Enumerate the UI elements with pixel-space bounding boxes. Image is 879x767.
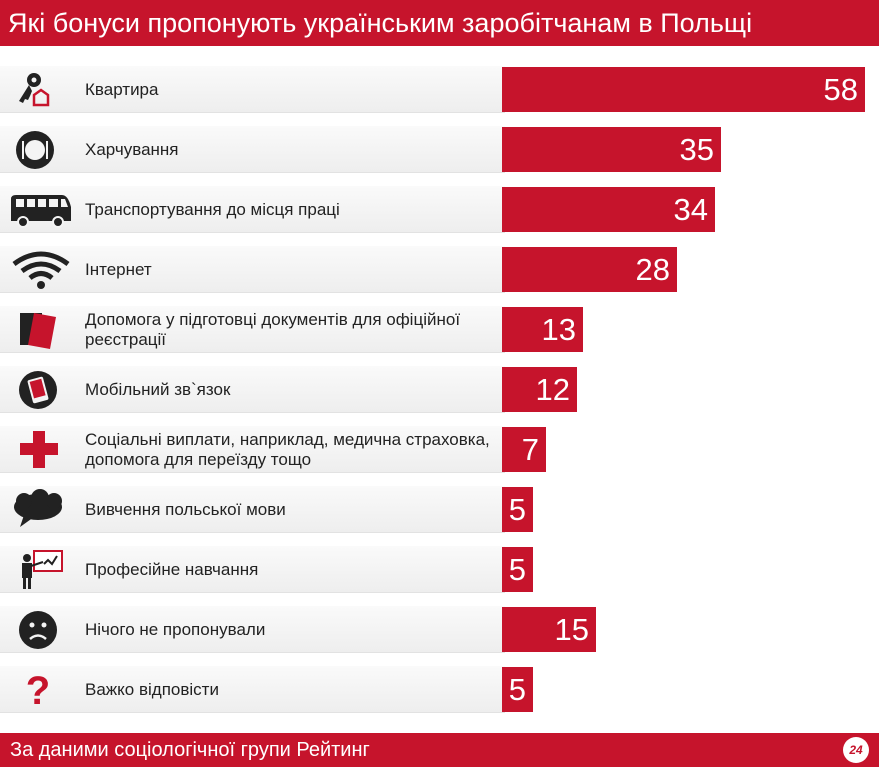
category-label: Професійне навчання — [85, 559, 259, 579]
value-label: 5 — [508, 492, 526, 527]
bar — [502, 247, 677, 292]
bar-row: Інтернет 28 — [0, 246, 879, 293]
bar-chart: Квартира 58 Харчування 35 Транспортування … — [0, 66, 879, 722]
wifi-icon — [10, 249, 72, 290]
bar — [502, 307, 583, 352]
bar — [502, 127, 721, 172]
row-background — [0, 186, 505, 233]
bar — [502, 487, 533, 532]
category-label: Харчування — [85, 139, 179, 159]
source-text: За даними соціологічної групи Рейтинг — [10, 739, 370, 761]
channel-logo: 24 — [843, 737, 869, 763]
bar-row: Соціальні виплати, наприклад, медична ст… — [0, 426, 879, 473]
bar — [502, 547, 533, 592]
row-background — [0, 486, 505, 533]
value-label: 12 — [535, 372, 570, 407]
red-cross-icon — [10, 429, 72, 470]
category-label: Нічого не пропонували — [85, 619, 266, 639]
bar-row: Професійне навчання 5 — [0, 546, 879, 593]
row-background — [0, 606, 505, 653]
row-background — [0, 666, 505, 713]
teacher-board-icon — [10, 549, 72, 590]
category-label: Важко відповісти — [85, 679, 219, 699]
source-footer: За даними соціологічної групи Рейтинг 24 — [0, 733, 879, 767]
value-label: 58 — [823, 72, 858, 107]
bar — [502, 187, 715, 232]
bar-row: ? Важко відповісти 5 — [0, 666, 879, 713]
value-label: 7 — [521, 432, 539, 467]
category-label: Соціальні виплати, наприклад, медична ст… — [85, 429, 490, 469]
bar-row: Допомога у підготовці документів для офі… — [0, 306, 879, 353]
minibus-icon — [10, 189, 72, 230]
category-label: Мобільний зв`язок — [85, 379, 231, 399]
key-house-icon — [10, 69, 72, 110]
value-label: 5 — [508, 552, 526, 587]
question-mark-icon: ? — [10, 669, 72, 713]
chart-title: Які бонуси пропонують українським заробі… — [0, 0, 879, 46]
value-label: 13 — [541, 312, 576, 347]
bar-row: Вивчення польської мови 5 — [0, 486, 879, 533]
bar-row: Харчування 35 — [0, 126, 879, 173]
value-label: 5 — [508, 672, 526, 707]
category-label: Квартира — [85, 79, 159, 99]
category-label: Інтернет — [85, 259, 152, 279]
documents-icon — [10, 309, 72, 350]
value-label: 15 — [554, 612, 589, 647]
category-label: Вивчення польської мови — [85, 499, 286, 519]
row-background — [0, 306, 505, 353]
bar — [502, 67, 865, 112]
mobile-phone-icon — [10, 369, 72, 410]
category-label: Транспортування до місця праці — [85, 199, 340, 219]
value-label: 35 — [679, 132, 714, 167]
bar-row: Нічого не пропонували 15 — [0, 606, 879, 653]
speech-cloud-icon — [10, 489, 72, 530]
bar — [502, 607, 596, 652]
row-background — [0, 246, 505, 293]
plate-icon — [10, 129, 72, 170]
bar — [502, 427, 546, 472]
sad-face-icon — [10, 609, 72, 650]
row-background — [0, 66, 505, 113]
row-background — [0, 366, 505, 413]
category-label: Допомога у підготовці документів для офі… — [85, 309, 461, 349]
row-background — [0, 546, 505, 593]
svg-text:?: ? — [26, 669, 50, 710]
row-background — [0, 426, 505, 473]
value-label: 34 — [673, 192, 708, 227]
bar-row: Квартира 58 — [0, 66, 879, 113]
bar-row: Мобільний зв`язок 12 — [0, 366, 879, 413]
bar — [502, 667, 533, 712]
value-label: 28 — [635, 252, 670, 287]
bar-row: Транспортування до місця праці 34 — [0, 186, 879, 233]
row-background — [0, 126, 505, 173]
bar — [502, 367, 577, 412]
